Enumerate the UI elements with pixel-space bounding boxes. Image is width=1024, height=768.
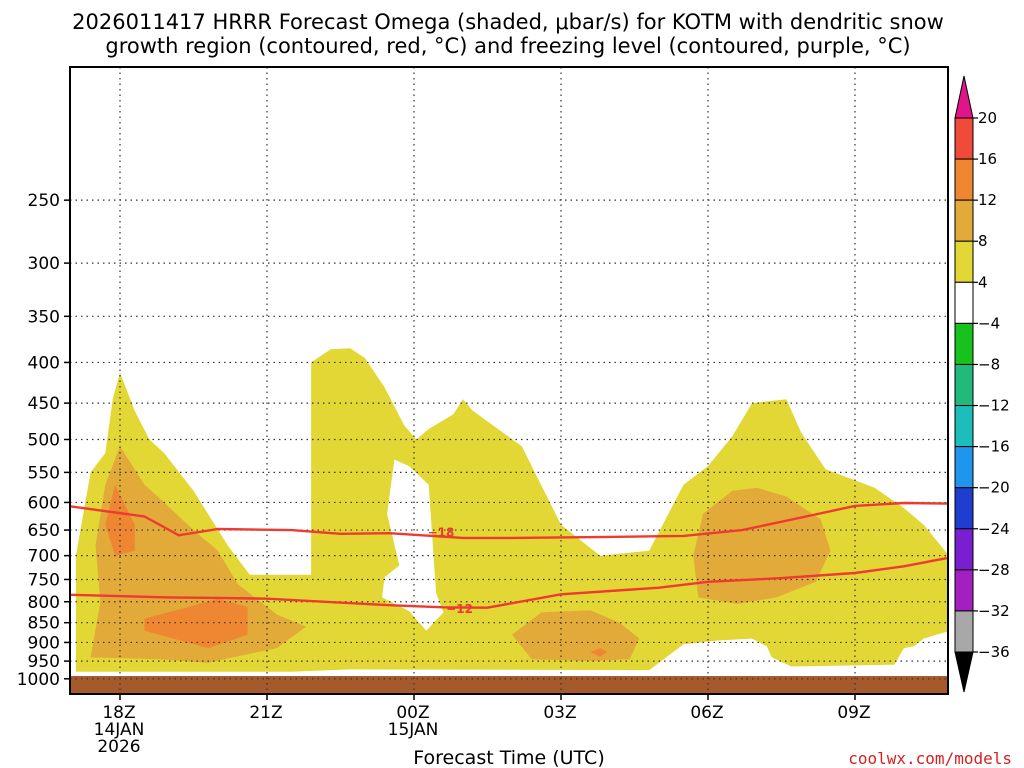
y-tick-label: 600 <box>28 493 60 513</box>
grid-lines <box>70 67 948 694</box>
y-tick-label: 1000 <box>17 670 60 690</box>
colorbar-bin <box>954 487 974 530</box>
x-tick-label: 15JAN <box>388 720 439 740</box>
y-tick-label: 500 <box>28 430 60 450</box>
y-tick-label: 350 <box>28 307 60 327</box>
colorbar-label: 16 <box>978 150 997 168</box>
colorbar-bin <box>954 363 974 407</box>
colorbar-bin <box>954 405 974 448</box>
colorbar-bottom-arrow <box>954 651 974 693</box>
y-tick-label: 850 <box>28 614 60 634</box>
x-tick-label: 2026 <box>97 737 140 757</box>
colorbar-bin <box>954 158 974 201</box>
colorbar-bin <box>954 446 974 489</box>
colorbar-label: −8 <box>978 355 1000 373</box>
plot-area <box>70 348 948 694</box>
x-tick-label: 00Z <box>396 703 429 723</box>
y-tick-label: 450 <box>28 394 60 414</box>
y-tick-label: 400 <box>28 353 60 373</box>
omega-region-8-to-12 <box>693 487 831 604</box>
colorbar-bin <box>954 240 974 283</box>
colorbar-label: −4 <box>978 314 1000 332</box>
x-tick-label: 03Z <box>543 703 576 723</box>
colorbar-label: 4 <box>978 273 988 291</box>
colorbar-label: 20 <box>978 109 997 127</box>
x-tick-label: 09Z <box>837 703 870 723</box>
x-axis-label: Forecast Time (UTC) <box>413 747 604 768</box>
x-tick-label: 06Z <box>690 703 723 723</box>
colorbar-bin <box>954 322 974 365</box>
x-tick-label: 14JAN <box>94 720 145 740</box>
y-tick-label: 750 <box>28 570 60 590</box>
pressure-axis: 2503003504004505005506006507007508008509… <box>17 191 70 690</box>
omega-region-8-to-12 <box>90 446 307 663</box>
chart-title-line2: growth region (contoured, red, °C) and f… <box>105 34 910 58</box>
y-tick-label: 300 <box>28 254 60 274</box>
credit-link[interactable]: coolwx.com/models <box>848 749 1012 768</box>
omega-region-12-to-16 <box>590 648 608 657</box>
y-tick-label: 800 <box>28 593 60 613</box>
omega-colorbar: 20 16 12 8 4 −4 −8 −12 −16 −20 −24 −28 −32 −36 <box>954 75 1010 693</box>
chart-title-line1: 2026011417 HRRR Forecast Omega (shaded, … <box>72 10 944 34</box>
colorbar-label: 12 <box>978 191 997 209</box>
omega-region-12-to-16 <box>105 484 135 556</box>
colorbar-bin <box>954 610 974 653</box>
y-tick-label: 700 <box>28 547 60 567</box>
colorbar-bin <box>954 199 974 242</box>
colorbar-label: −28 <box>978 561 1010 579</box>
colorbar-top-arrow <box>954 75 974 119</box>
x-tick-label: 21Z <box>249 703 282 723</box>
colorbar-label: −12 <box>978 397 1010 415</box>
colorbar-bin <box>954 281 974 324</box>
colorbar-bin <box>954 117 974 160</box>
colorbar-label: −20 <box>978 479 1010 497</box>
y-tick-label: 650 <box>28 521 60 541</box>
colorbar-bin <box>954 528 974 571</box>
contour-line-minus12 <box>70 556 948 609</box>
y-tick-label: 950 <box>28 652 60 672</box>
colorbar-label: −32 <box>978 602 1010 620</box>
contour-line-minus18 <box>70 501 948 540</box>
y-tick-label: 250 <box>28 191 60 211</box>
plot-frame <box>69 66 949 695</box>
contour-label: −18 <box>428 526 455 540</box>
colorbar-label: 8 <box>978 232 988 250</box>
y-tick-label: 900 <box>28 633 60 653</box>
temperature-contours: −18 −12 <box>70 501 948 616</box>
ground-surface <box>70 676 948 694</box>
colorbar-label: −24 <box>978 520 1010 538</box>
colorbar-label: −16 <box>978 438 1010 456</box>
colorbar-bin <box>954 569 974 612</box>
omega-region-12-to-16 <box>144 598 248 649</box>
colorbar-label: −36 <box>978 643 1010 661</box>
contour-label: −12 <box>446 602 473 616</box>
x-tick-label: 18Z <box>102 703 135 723</box>
y-tick-label: 550 <box>28 463 60 483</box>
